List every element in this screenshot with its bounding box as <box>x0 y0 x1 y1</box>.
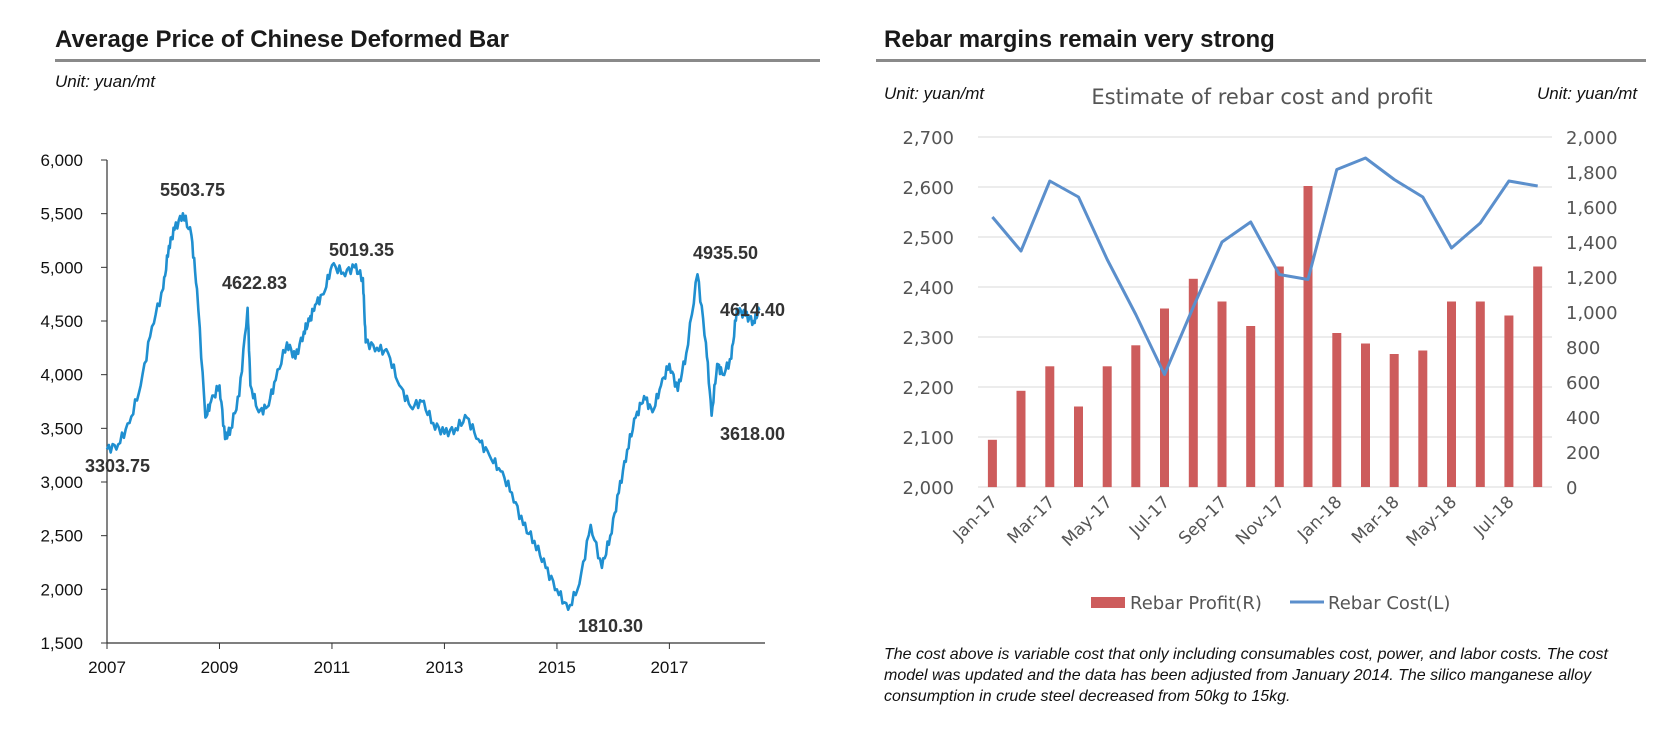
right-chart-title: Rebar margins remain very strong <box>884 26 1275 53</box>
rebar-cost-line <box>991 156 1538 376</box>
left-y-tick-label: 5,500 <box>40 205 83 224</box>
rebar-profit-bar <box>1217 301 1227 487</box>
rebar-profit-bar <box>1274 266 1284 487</box>
rebar-profit-bar <box>1389 354 1399 487</box>
left-y-tick-label: 5,000 <box>40 258 83 277</box>
rebar-profit-bar <box>1418 350 1428 487</box>
rebar-profit-bar <box>1533 266 1543 487</box>
rebar-profit-bar <box>1131 345 1141 488</box>
right-x-tick-label: Jan-17 <box>949 492 1002 545</box>
rebar-profit-bar <box>1045 366 1055 488</box>
right-title-rule <box>876 59 1646 62</box>
right-x-tick-label: Nov-17 <box>1232 492 1289 549</box>
right-x-tick-label: Sep-17 <box>1175 492 1231 548</box>
right-left-axis-tick-label: 2,300 <box>902 328 954 349</box>
rebar-profit-bar <box>1188 278 1198 488</box>
left-peak-annotation: 5019.35 <box>329 240 394 260</box>
left-x-tick-label: 2007 <box>88 658 126 677</box>
right-chart-subtitle: Estimate of rebar cost and profit <box>1091 85 1432 109</box>
left-y-tick-label: 4,000 <box>40 366 83 385</box>
right-left-axis-tick-label: 2,600 <box>902 178 954 199</box>
left-y-tick-label: 6,000 <box>40 151 83 170</box>
left-title-rule <box>55 59 820 62</box>
rebar-profit-bar <box>1160 308 1169 487</box>
right-x-tick-label: Jul-18 <box>1469 492 1518 541</box>
right-x-tick-label: Mar-17 <box>1004 492 1060 548</box>
left-y-tick-label: 2,500 <box>40 527 83 546</box>
right-left-axis-tick-label: 2,200 <box>902 378 954 399</box>
legend-profit-swatch <box>1091 597 1125 608</box>
right-left-axis-tick-label: 2,100 <box>902 428 954 449</box>
right-x-tick-label: May-18 <box>1403 492 1461 550</box>
left-peak-annotation: 1810.30 <box>578 616 643 636</box>
right-right-axis-tick-label: 1,800 <box>1566 163 1618 184</box>
right-x-tick-label: May-17 <box>1058 492 1116 550</box>
right-right-axis-tick-label: 1,000 <box>1566 303 1618 324</box>
left-chart-title: Average Price of Chinese Deformed Bar <box>55 26 509 53</box>
right-left-axis-tick-label: 2,500 <box>902 228 954 249</box>
rebar-profit-bar <box>1074 406 1083 487</box>
left-peak-annotation: 4935.50 <box>693 243 758 263</box>
left-peak-annotation: 5503.75 <box>160 180 225 200</box>
left-y-tick-label: 3,500 <box>40 419 83 438</box>
rebar-profit-bar <box>1475 301 1485 487</box>
right-x-tick-label: Mar-18 <box>1348 492 1404 548</box>
right-left-axis-tick-label: 2,700 <box>902 128 954 149</box>
right-unit-left-label: Unit: yuan/mt <box>884 84 985 103</box>
left-price-line <box>105 212 761 611</box>
rebar-profit-bar <box>1246 326 1256 487</box>
left-y-tick-label: 2,000 <box>40 580 83 599</box>
rebar-profit-bar <box>987 439 997 488</box>
left-peak-annotation: 4614.40 <box>720 300 785 320</box>
left-x-tick-label: 2017 <box>650 658 688 677</box>
right-right-axis-tick-label: 1,200 <box>1566 268 1618 289</box>
right-x-tick-label: Jan-18 <box>1293 492 1346 545</box>
right-right-axis-tick-label: 2,000 <box>1566 128 1618 149</box>
left-x-tick-label: 2009 <box>201 658 239 677</box>
rebar-profit-bar <box>1504 315 1514 487</box>
left-x-tick-label: 2015 <box>538 658 576 677</box>
right-right-axis-tick-label: 1,400 <box>1566 233 1618 254</box>
rebar-profit-bar <box>1332 333 1342 487</box>
cost-model-note: The cost above is variable cost that onl… <box>884 646 1608 705</box>
right-x-tick-label: Jul-17 <box>1125 492 1174 541</box>
rebar-profit-bar <box>1361 343 1370 487</box>
right-right-axis-tick-label: 800 <box>1566 338 1600 359</box>
left-y-tick-label: 3,000 <box>40 473 83 492</box>
left-x-tick-label: 2013 <box>426 658 464 677</box>
right-right-axis-tick-label: 400 <box>1566 408 1600 429</box>
legend-profit-label: Rebar Profit(R) <box>1130 593 1262 614</box>
left-y-tick-label: 1,500 <box>40 634 83 653</box>
left-peak-annotation: 3303.75 <box>85 456 150 476</box>
right-right-axis-tick-label: 1,600 <box>1566 198 1618 219</box>
right-right-axis-tick-label: 200 <box>1566 443 1600 464</box>
right-right-axis-tick-label: 600 <box>1566 373 1600 394</box>
rebar-profit-bar <box>1102 366 1112 488</box>
rebar-profit-bar <box>1303 186 1313 487</box>
right-unit-right-label: Unit: yuan/mt <box>1537 84 1638 103</box>
rebar-profit-bar <box>1447 301 1456 487</box>
left-x-tick-label: 2011 <box>314 658 351 677</box>
legend-cost-label: Rebar Cost(L) <box>1328 593 1450 614</box>
right-left-axis-tick-label: 2,400 <box>902 278 954 299</box>
rebar-profit-bar <box>1016 390 1026 488</box>
left-peak-annotation: 4622.83 <box>222 273 287 293</box>
left-peak-annotation: 3618.00 <box>720 424 785 444</box>
left-y-tick-label: 4,500 <box>40 312 83 331</box>
left-unit-label: Unit: yuan/mt <box>55 72 156 91</box>
right-right-axis-tick-label: 0 <box>1566 478 1577 499</box>
right-left-axis-tick-label: 2,000 <box>902 478 954 499</box>
